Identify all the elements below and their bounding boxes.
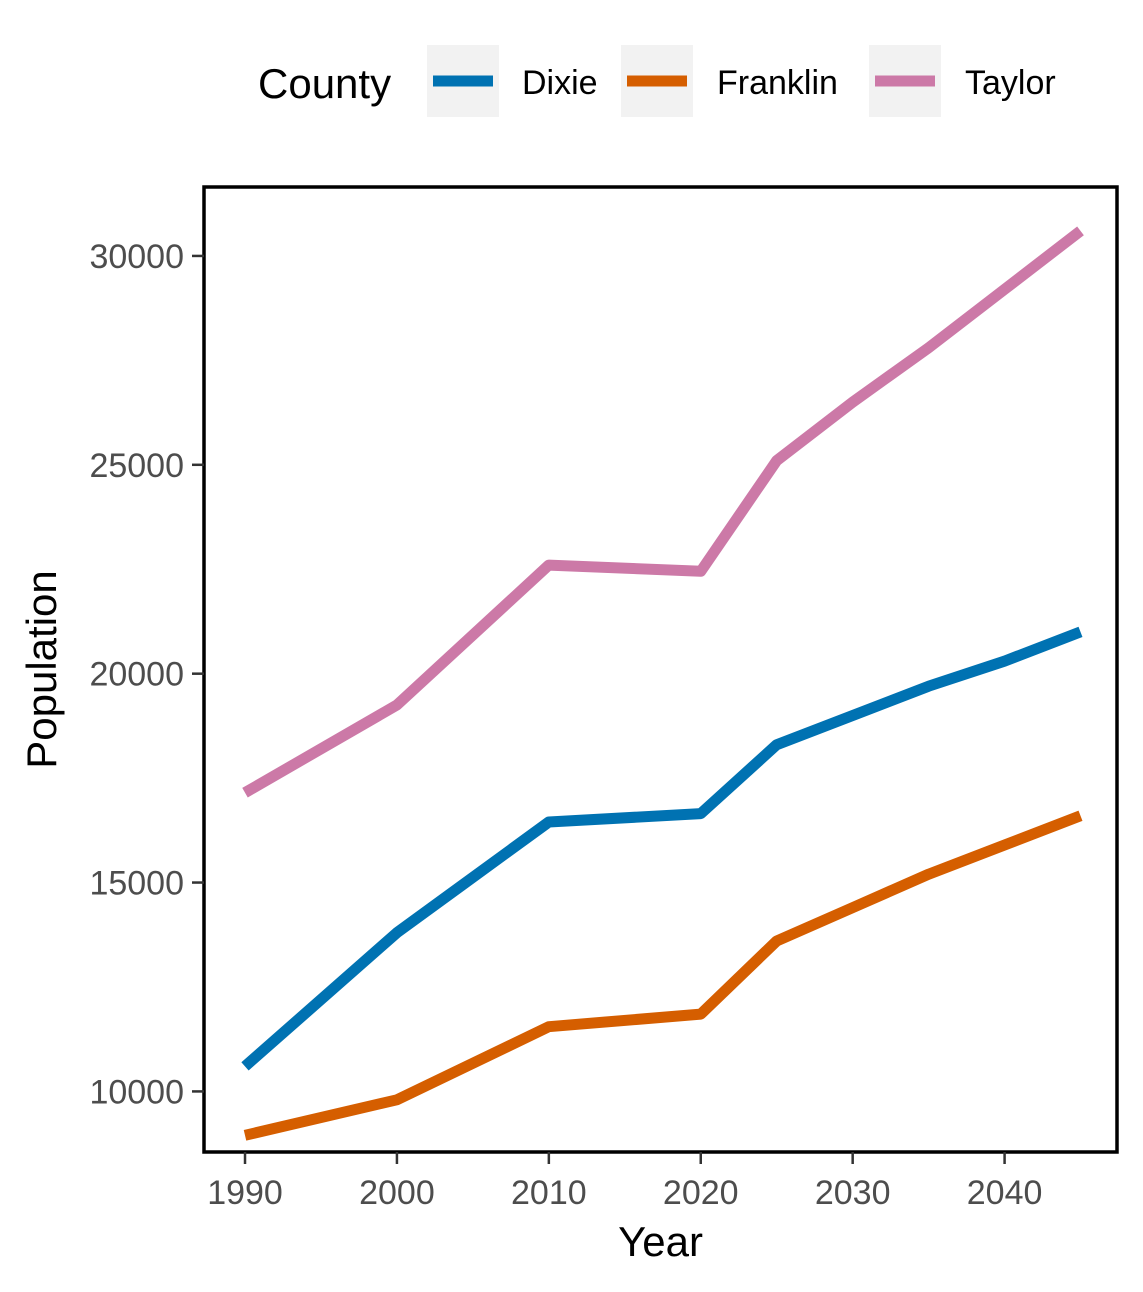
axes: 10000 15000 20000 25000 30000 1990 2000 2010 202…: [18, 185, 1119, 1265]
legend-label-taylor: Taylor: [965, 64, 1056, 102]
y-tick-label: 25000: [89, 447, 184, 485]
legend: County Dixie Franklin Taylor: [258, 45, 1056, 117]
legend-title: County: [258, 60, 391, 107]
legend-label-dixie: Dixie: [522, 64, 598, 102]
x-tick-label: 2010: [511, 1174, 587, 1212]
y-tick-label: 15000: [89, 865, 184, 903]
y-tick-label: 10000: [89, 1073, 184, 1111]
x-tick-label: 2000: [359, 1174, 435, 1212]
plot-panel-border: [202, 185, 1119, 1154]
x-tick-label: 2020: [663, 1174, 739, 1212]
series-line-taylor: [242, 226, 1084, 798]
series-line-franklin: [243, 810, 1083, 1141]
plot-area: [241, 226, 1084, 1141]
x-tick-label: 2030: [815, 1174, 891, 1212]
y-tick-label: 30000: [89, 238, 184, 276]
x-tick-label: 1990: [207, 1174, 283, 1212]
y-axis-title: Population: [18, 570, 65, 769]
x-tick-label: 2040: [967, 1174, 1043, 1212]
series-line-dixie: [241, 626, 1083, 1071]
x-axis-title: Year: [618, 1218, 703, 1265]
legend-label-franklin: Franklin: [717, 64, 838, 102]
y-tick-label: 20000: [89, 656, 184, 694]
